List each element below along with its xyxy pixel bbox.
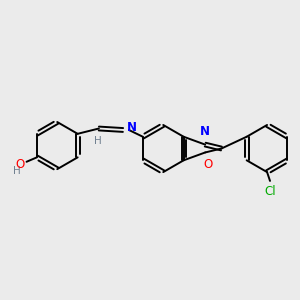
Text: Cl: Cl	[264, 185, 276, 198]
Text: H: H	[13, 166, 21, 176]
Text: N: N	[127, 121, 136, 134]
Text: O: O	[203, 158, 212, 171]
Text: N: N	[200, 125, 210, 138]
Text: H: H	[94, 136, 101, 146]
Text: O: O	[15, 158, 25, 171]
